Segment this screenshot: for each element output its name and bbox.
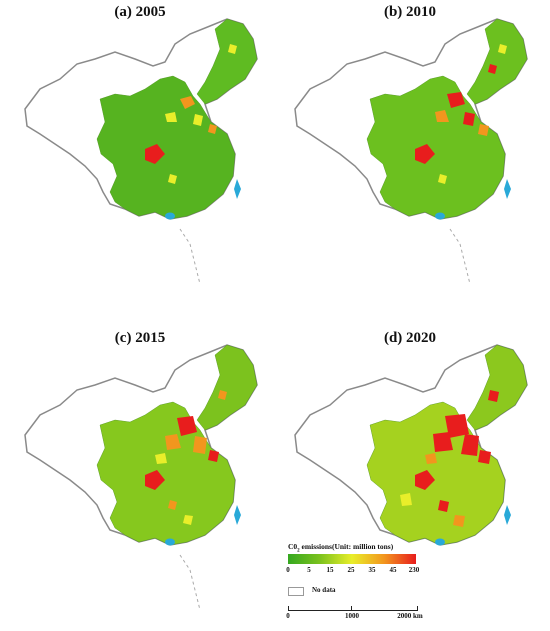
china-map-2005 (24, 18, 258, 285)
panel-title: (a) 2005 (114, 4, 166, 20)
hotspots-2010 (415, 44, 507, 184)
legend-title: C02 emissions(Unit: million tons) (288, 542, 394, 554)
map-panel-2015: (c) 2015 (5, 330, 275, 630)
scale-bar-mid-tick (351, 606, 352, 610)
panel-title: (d) 2020 (383, 330, 437, 346)
china-map-2010 (294, 18, 528, 285)
china-map-2015 (24, 344, 258, 611)
hotspots-2020 (400, 390, 499, 527)
china-map-2020 (294, 344, 528, 546)
legend-tick: 0 (286, 566, 290, 574)
panel-title: (b) 2010 (383, 4, 437, 20)
hotspots-2015 (145, 390, 227, 525)
legend-tick: 45 (389, 566, 397, 574)
legend-tick: 25 (347, 566, 355, 574)
scale-label: 0 (286, 612, 290, 620)
scale-bar (288, 606, 418, 611)
legend-tick: 230 (408, 566, 420, 574)
color-ramp (288, 554, 416, 564)
map-panel-2020: (d) 2020 (275, 330, 545, 630)
no-data-swatch (288, 587, 304, 596)
hotspots-2005 (145, 44, 237, 184)
no-data-label: No data (312, 586, 336, 594)
scale-label: 1000 (345, 612, 359, 620)
map-panel-2005: (a) 2005 (5, 4, 275, 304)
map-panel-2010: (b) 2010 (275, 4, 545, 304)
legend-tick: 15 (326, 566, 334, 574)
scale-label: 2000 km (397, 612, 423, 620)
legend: C02 emissions(Unit: million tons) 0 5 15… (286, 542, 438, 622)
legend-tick: 5 (307, 566, 311, 574)
legend-tick: 35 (368, 566, 376, 574)
panel-title: (c) 2015 (114, 330, 166, 346)
legend-ticks: 0 5 15 25 35 45 230 (286, 566, 426, 576)
